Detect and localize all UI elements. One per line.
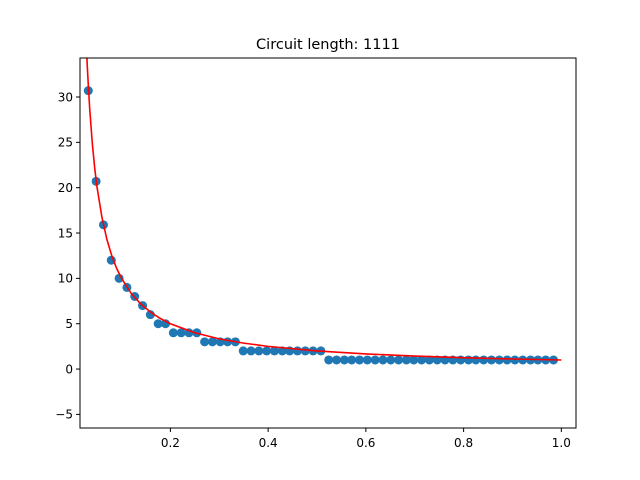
data-point [324, 355, 334, 365]
data-point [246, 346, 256, 356]
data-point [145, 310, 155, 320]
y-tick-label: 25 [58, 136, 73, 150]
data-point [176, 328, 186, 338]
data-point [168, 328, 178, 338]
plot-content [83, 58, 562, 365]
data-point [223, 337, 233, 347]
x-tick-label: 0.2 [161, 436, 180, 450]
y-tick-label: 10 [58, 272, 73, 286]
data-point [370, 355, 380, 365]
x-tick-label: 1.0 [552, 436, 571, 450]
data-point [300, 346, 310, 356]
data-point [200, 337, 210, 347]
data-point [347, 355, 357, 365]
data-point [494, 355, 504, 365]
y-tick-label: 30 [58, 90, 73, 104]
data-point [238, 346, 248, 356]
y-tick-label: 20 [58, 181, 73, 195]
data-point [332, 355, 342, 365]
data-point [269, 346, 279, 356]
data-point [424, 355, 434, 365]
data-point [378, 355, 388, 365]
x-tick-label: 0.4 [259, 436, 278, 450]
x-tick-label: 0.8 [454, 436, 473, 450]
data-point [292, 346, 302, 356]
y-tick-label: 15 [58, 226, 73, 240]
plot-frame [79, 57, 577, 429]
x-tick-label: 0.6 [356, 436, 375, 450]
data-point [479, 355, 489, 365]
data-point [254, 346, 264, 356]
chart-title: Circuit length: 1111 [256, 37, 400, 53]
y-tick-label: 0 [65, 362, 73, 376]
data-point [262, 346, 272, 356]
data-point [417, 355, 427, 365]
y-tick-label: −5 [55, 408, 73, 422]
data-point [471, 355, 481, 365]
data-point [207, 337, 217, 347]
data-point [510, 355, 520, 365]
y-axis: −5 0 5 10 15 20 25 30 [55, 90, 80, 422]
data-point [339, 355, 349, 365]
x-axis: 0.2 0.4 0.6 0.8 1.0 [161, 428, 571, 450]
data-point [386, 355, 396, 365]
data-point [409, 355, 419, 365]
data-point [486, 355, 496, 365]
data-point [394, 355, 404, 365]
data-point [355, 355, 365, 365]
data-point [114, 273, 124, 283]
data-point [153, 319, 163, 329]
plot-area [80, 58, 576, 428]
data-point [362, 355, 372, 365]
y-tick-label: 5 [65, 317, 73, 331]
data-point [432, 355, 442, 365]
data-point [502, 355, 512, 365]
data-point [401, 355, 411, 365]
fit-curve [86, 58, 562, 361]
